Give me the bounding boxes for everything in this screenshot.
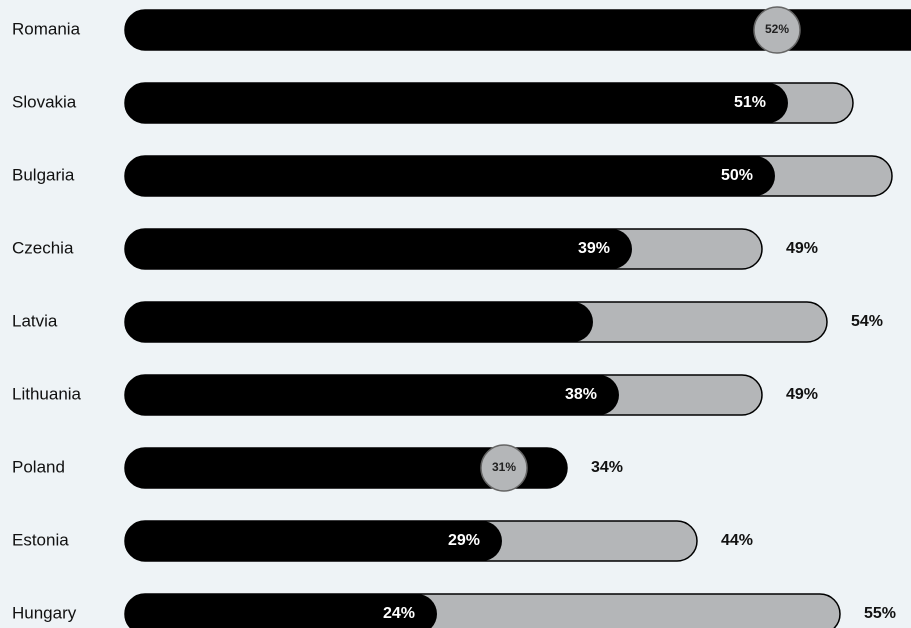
category-label: Hungary <box>12 603 77 622</box>
value-label: 24% <box>383 605 415 622</box>
bar <box>125 302 593 342</box>
value-label: 29% <box>448 532 480 549</box>
value-label: 38% <box>565 386 597 403</box>
category-label: Lithuania <box>12 384 82 403</box>
category-label: Bulgaria <box>12 165 75 184</box>
bar <box>124 447 568 489</box>
value-label: 49% <box>786 386 818 403</box>
category-label: Poland <box>12 457 65 476</box>
value-label: 49% <box>786 240 818 257</box>
bars: Romania 52% Slovakia 51% Bulgaria 50% Czechia 3… <box>12 6 911 628</box>
value-label: 39% <box>578 240 610 257</box>
bar <box>125 156 775 196</box>
value-label: 34% <box>591 459 623 476</box>
bar <box>125 375 619 415</box>
value-label: 44% <box>721 532 753 549</box>
category-label: Slovakia <box>12 92 77 111</box>
value-label: 54% <box>851 313 883 330</box>
category-label: Latvia <box>12 311 58 330</box>
value-label: 52% <box>765 22 789 36</box>
marker <box>480 444 528 492</box>
marker <box>753 6 801 54</box>
value-label: 31% <box>492 460 516 474</box>
value-label: 51% <box>734 94 766 111</box>
bar <box>125 521 502 561</box>
bar <box>125 594 437 628</box>
category-label: Romania <box>12 19 81 38</box>
category-label: Czechia <box>12 238 74 257</box>
value-label: 55% <box>864 605 896 622</box>
bar <box>125 83 788 123</box>
bar <box>124 9 911 51</box>
bar <box>125 229 632 269</box>
category-label: Estonia <box>12 530 69 549</box>
value-label: 50% <box>721 167 753 184</box>
